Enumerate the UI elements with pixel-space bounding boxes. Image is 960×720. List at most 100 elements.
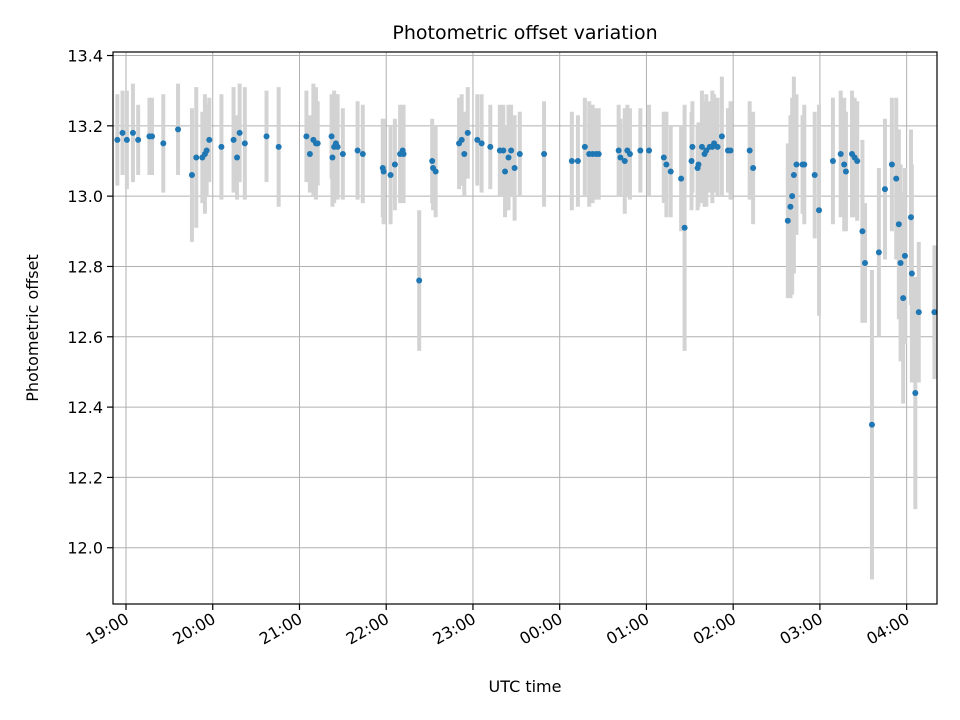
data-point [789, 193, 796, 200]
data-point [432, 168, 439, 175]
data-point [854, 157, 861, 164]
data-point [646, 147, 653, 154]
data-point [541, 150, 548, 157]
x-tick-label: 04:00 [863, 609, 912, 649]
data-point [380, 168, 387, 175]
x-axis-ticks: 19:00 20:00 21:00 22:00 23:00 00:00 01:00 02:00… [83, 604, 913, 649]
data-point [502, 168, 509, 175]
data-point [314, 140, 321, 147]
data-point [811, 172, 818, 179]
data-point [862, 259, 869, 266]
data-point [129, 129, 136, 136]
data-point [218, 143, 225, 150]
x-tick-label: 00:00 [516, 609, 565, 649]
data-point [487, 143, 494, 150]
data-point [206, 136, 213, 143]
x-tick-label: 21:00 [256, 609, 305, 649]
data-point [859, 228, 866, 235]
data-point [568, 157, 575, 164]
y-tick-label: 12.8 [67, 257, 103, 276]
data-point [193, 154, 200, 161]
data-point [881, 186, 888, 193]
data-point [234, 154, 241, 161]
data-point [458, 136, 465, 143]
y-tick-label: 13.0 [67, 187, 103, 206]
data-point [241, 140, 248, 147]
data-point [339, 150, 346, 157]
y-tick-label: 12.2 [67, 468, 103, 487]
data-point [750, 165, 757, 172]
data-point [114, 136, 121, 143]
data-point [474, 136, 481, 143]
data-point [400, 150, 407, 157]
data-point [784, 217, 791, 224]
data-point [787, 203, 794, 210]
y-tick-label: 12.6 [67, 328, 103, 347]
data-point [660, 154, 667, 161]
data-point [816, 207, 823, 214]
y-tick-label: 13.2 [67, 117, 103, 136]
chart-title: Photometric offset variation [392, 22, 657, 44]
data-point [478, 140, 485, 147]
data-point [236, 129, 243, 136]
data-point [842, 168, 849, 175]
data-point [718, 133, 725, 140]
data-point [801, 161, 808, 168]
y-axis-ticks: 12.0 12.2 12.4 12.6 12.8 13.0 13.2 13.4 [67, 47, 113, 558]
data-point [897, 259, 904, 266]
data-point [505, 154, 512, 161]
grid [113, 52, 937, 604]
data-point [275, 143, 282, 150]
data-point [667, 168, 674, 175]
data-point [387, 172, 394, 179]
data-point [119, 129, 126, 136]
data-point [727, 147, 734, 154]
y-tick-label: 13.4 [67, 47, 103, 66]
data-point [615, 147, 622, 154]
data-point [837, 150, 844, 157]
data-point [516, 150, 523, 157]
data-point [888, 161, 895, 168]
data-point [678, 175, 685, 182]
data-point [461, 150, 468, 157]
plot-frame [112, 51, 938, 605]
data-point [123, 136, 130, 143]
data-point [875, 249, 882, 256]
data-point [931, 309, 938, 316]
data-point [354, 147, 361, 154]
x-tick-label: 03:00 [776, 609, 825, 649]
data-point [334, 143, 341, 150]
data-point [328, 133, 335, 140]
data-point [203, 147, 210, 154]
data-point [263, 133, 270, 140]
x-tick-label: 23:00 [430, 609, 479, 649]
data-point [912, 390, 919, 397]
data-point [508, 147, 515, 154]
x-axis-title: UTC time [489, 677, 562, 696]
data-point [464, 129, 471, 136]
x-tick-label: 22:00 [343, 609, 392, 649]
data-point [617, 154, 624, 161]
data-point [895, 221, 902, 228]
data-point [688, 157, 695, 164]
x-tick-label: 19:00 [83, 609, 132, 649]
data-point [149, 133, 156, 140]
data-point [188, 172, 195, 179]
data-point [511, 165, 518, 172]
x-tick-label: 02:00 [690, 609, 739, 649]
data-point [790, 172, 797, 179]
data-point [595, 150, 602, 157]
x-tick-label: 20:00 [169, 609, 218, 649]
data-point [637, 147, 644, 154]
y-tick-label: 12.4 [67, 398, 103, 417]
data-point [663, 161, 670, 168]
data-point [908, 270, 915, 277]
x-tick-label: 01:00 [603, 609, 652, 649]
data-point [868, 421, 875, 428]
error-bars [115, 76, 937, 580]
data-point [829, 157, 836, 164]
data-point [915, 309, 922, 316]
data-point [581, 143, 588, 150]
